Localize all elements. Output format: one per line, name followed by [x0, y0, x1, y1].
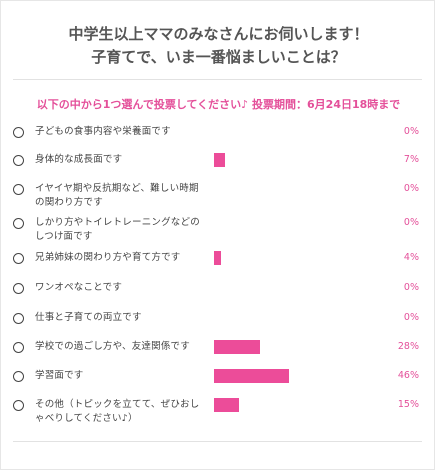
result-percentage: 0%: [403, 282, 419, 293]
poll-option-label: 兄弟姉妹の関わり方や育て方です: [35, 252, 181, 263]
poll-option-label: 学習面です: [35, 370, 84, 381]
poll-title-line-2: 子育てで、いま一番悩ましいことは？: [91, 48, 346, 66]
divider-bottom: [13, 441, 422, 442]
poll-option-label: イヤイヤ期や反抗期など、難しい時期の関わり方です: [35, 183, 199, 208]
radio-button[interactable]: [13, 283, 24, 294]
poll-option-label: しかり方やトイレトレーニングなどのしつけ面です: [35, 217, 200, 242]
poll-title-line-1: 中学生以上ママのみなさんにお伺いします！: [68, 25, 369, 43]
poll-instruction: 以下の中から1つ選んで投票してください♪ 投票期間：6月24日18時まで: [36, 98, 401, 111]
poll-option-label: 仕事と子育ての両立です: [35, 312, 142, 323]
result-percentage: 4%: [403, 252, 419, 263]
result-percentage: 15%: [397, 399, 419, 410]
radio-button[interactable]: [13, 184, 24, 195]
poll-option-label: 学校での過ごし方や、友達関係です: [35, 341, 190, 352]
radio-button[interactable]: [13, 253, 24, 264]
result-percentage: 28%: [397, 341, 419, 352]
radio-button[interactable]: [13, 155, 24, 166]
poll-option[interactable]: 仕事と子育ての両立です 0%: [1, 311, 435, 327]
poll-option[interactable]: その他（トピックを立てて、ぜひおしゃべりしてください♪） 15%: [1, 398, 435, 428]
poll-option[interactable]: しかり方やトイレトレーニングなどのしつけ面です 0%: [1, 216, 435, 246]
poll-option[interactable]: 身体的な成長面です 7%: [1, 153, 435, 169]
result-percentage: 0%: [403, 183, 419, 194]
radio-button[interactable]: [13, 218, 24, 229]
poll-option[interactable]: 兄弟姉妹の関わり方や育て方です 4%: [1, 251, 435, 267]
result-percentage: 0%: [403, 217, 419, 228]
result-bar: [214, 369, 289, 383]
result-bar: [214, 251, 221, 265]
result-percentage: 0%: [403, 126, 419, 137]
result-percentage: 0%: [403, 312, 419, 323]
radio-button[interactable]: [13, 371, 24, 382]
radio-button[interactable]: [13, 400, 24, 411]
result-bar: [214, 340, 260, 354]
poll-option-label: その他（トピックを立てて、ぜひおしゃべりしてください♪）: [35, 399, 200, 424]
result-percentage: 7%: [403, 154, 419, 165]
divider-top: [13, 79, 422, 80]
radio-button[interactable]: [13, 127, 24, 138]
radio-button[interactable]: [13, 313, 24, 324]
poll-option[interactable]: 学習面です 46%: [1, 369, 435, 385]
poll-option[interactable]: 子どもの食事内容や栄養面です 0%: [1, 125, 435, 141]
poll-option-label: ワンオペなことです: [35, 282, 123, 293]
result-percentage: 46%: [397, 370, 419, 381]
result-bar: [214, 153, 225, 167]
poll-option-label: 子どもの食事内容や栄養面です: [35, 126, 171, 137]
poll-option[interactable]: ワンオペなことです 0%: [1, 281, 435, 297]
result-bar: [214, 398, 239, 412]
poll-option[interactable]: イヤイヤ期や反抗期など、難しい時期の関わり方です 0%: [1, 182, 435, 212]
poll-option[interactable]: 学校での過ごし方や、友達関係です 28%: [1, 340, 435, 356]
poll-option-label: 身体的な成長面です: [35, 154, 123, 165]
radio-button[interactable]: [13, 342, 24, 353]
